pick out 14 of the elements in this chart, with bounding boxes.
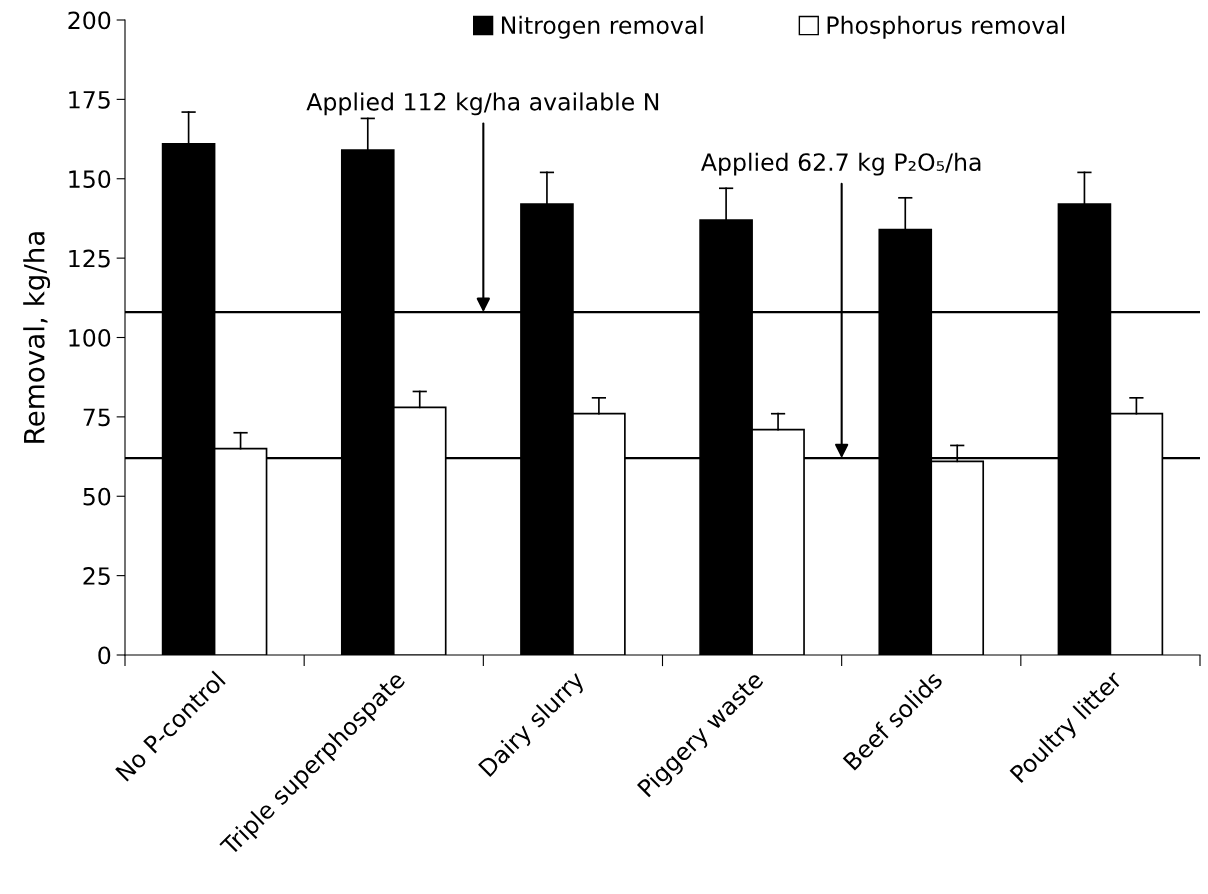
y-tick-label: 175	[69, 91, 110, 109]
y-tick-label: 100	[69, 328, 111, 347]
y-tick-label: 200	[68, 11, 111, 30]
y-tick-label: 25	[83, 567, 110, 585]
y-tick-label: 50	[83, 487, 111, 506]
y-tick-label: 150	[69, 170, 111, 189]
y-tick-label: 75	[83, 408, 110, 427]
legend-label: Phosphorus removal	[827, 15, 1065, 39]
y-tick-label: 0	[98, 646, 111, 665]
annotation: Applied 62.7 kg P₂O₅/ha	[701, 152, 981, 176]
annotation: Applied 112 kg/ha available N	[306, 92, 659, 116]
y-tick-label: 125	[69, 249, 110, 268]
legend-label: Nitrogen removal	[501, 15, 703, 39]
y-axis-title: Removal, kg/ha	[23, 232, 51, 443]
